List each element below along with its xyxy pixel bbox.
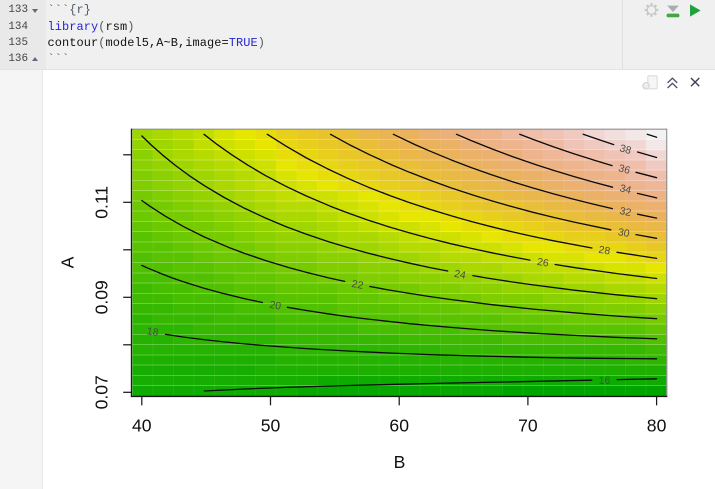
svg-text:38: 38 bbox=[618, 143, 632, 157]
svg-text:32: 32 bbox=[618, 206, 632, 219]
svg-text:26: 26 bbox=[536, 257, 549, 270]
svg-text:24: 24 bbox=[453, 269, 467, 282]
svg-text:16: 16 bbox=[599, 376, 611, 387]
svg-text:0.09: 0.09 bbox=[92, 280, 112, 314]
svg-text:40: 40 bbox=[132, 416, 152, 436]
svg-text:50: 50 bbox=[261, 416, 281, 436]
svg-text:36: 36 bbox=[617, 163, 631, 177]
svg-text:0.07: 0.07 bbox=[92, 375, 112, 409]
svg-text:B: B bbox=[394, 452, 406, 472]
svg-text:80: 80 bbox=[647, 416, 667, 436]
svg-text:22: 22 bbox=[351, 279, 365, 292]
svg-text:30: 30 bbox=[617, 227, 631, 240]
svg-text:A: A bbox=[58, 256, 78, 268]
svg-text:20: 20 bbox=[268, 300, 282, 313]
svg-text:34: 34 bbox=[618, 183, 632, 197]
svg-text:0.11: 0.11 bbox=[92, 186, 112, 219]
svg-text:60: 60 bbox=[389, 416, 409, 436]
svg-text:70: 70 bbox=[518, 416, 538, 436]
svg-text:28: 28 bbox=[598, 245, 611, 258]
svg-text:18: 18 bbox=[146, 326, 159, 339]
